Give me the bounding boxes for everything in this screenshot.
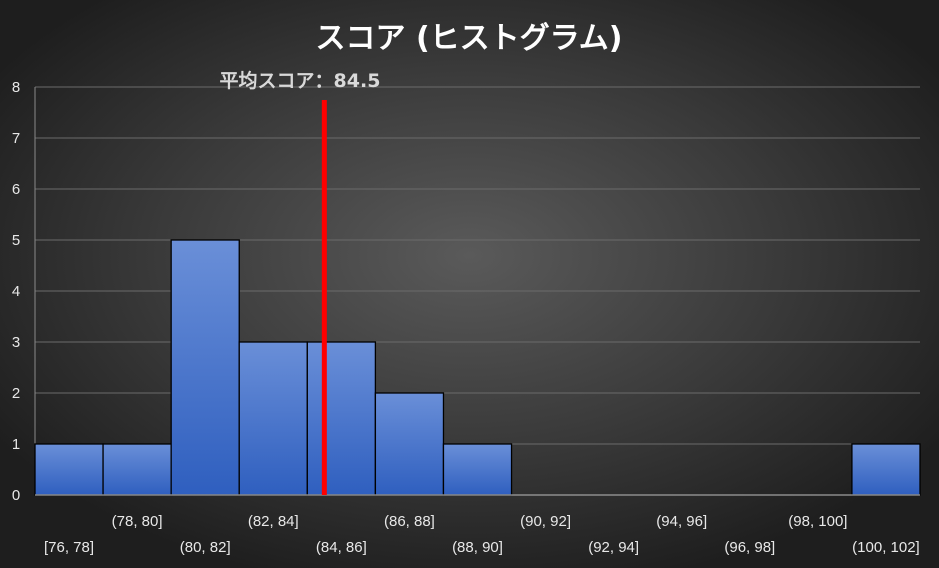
x-tick-label: (98, 100] [788,513,847,530]
histogram-bar [306,341,377,496]
x-tick-label: [76, 78] [44,539,94,556]
x-tick-label: (78, 80] [112,513,163,530]
y-tick-label: 6 [12,181,20,198]
histogram-bar [238,341,308,496]
y-axis-ticks: 0 1 2 3 4 5 6 7 8 [12,79,20,504]
histogram-bar [851,443,921,496]
mean-annotation: 平均スコア：84.5 [220,69,381,92]
x-tick-label: (86, 88] [384,513,435,530]
gridlines [34,86,920,496]
y-tick-label: 2 [12,385,20,402]
bars [34,239,921,496]
x-tick-label: (100, 102] [852,539,920,556]
x-tick-label: (92, 94] [588,539,639,556]
x-tick-label: (96, 98] [724,539,775,556]
y-tick-label: 8 [12,79,20,96]
histogram-bar [374,392,445,496]
y-tick-label: 0 [12,487,20,504]
y-tick-label: 5 [12,232,20,249]
y-tick-label: 4 [12,283,20,300]
x-tick-label: (94, 96] [656,513,707,530]
histogram-bar [34,443,104,496]
y-tick-label: 3 [12,334,20,351]
y-tick-label: 1 [12,436,20,453]
x-tick-label: (90, 92] [520,513,571,530]
x-tick-label: (82, 84] [248,513,299,530]
x-tick-label: (80, 82] [180,539,231,556]
mean-marker: 平均スコア：84.5 [220,69,381,495]
histogram-bar [102,443,172,496]
histogram-bar [442,443,513,496]
histogram-bar [170,239,240,496]
x-tick-label: (84, 86] [316,539,367,556]
chart-title: スコア (ヒストグラム) [316,21,623,56]
y-tick-label: 7 [12,130,20,147]
x-tick-label: (88, 90] [452,539,503,556]
x-axis-ticks: [76, 78] (78, 80] (80, 82] (82, 84] (84, 86]… [44,513,920,556]
